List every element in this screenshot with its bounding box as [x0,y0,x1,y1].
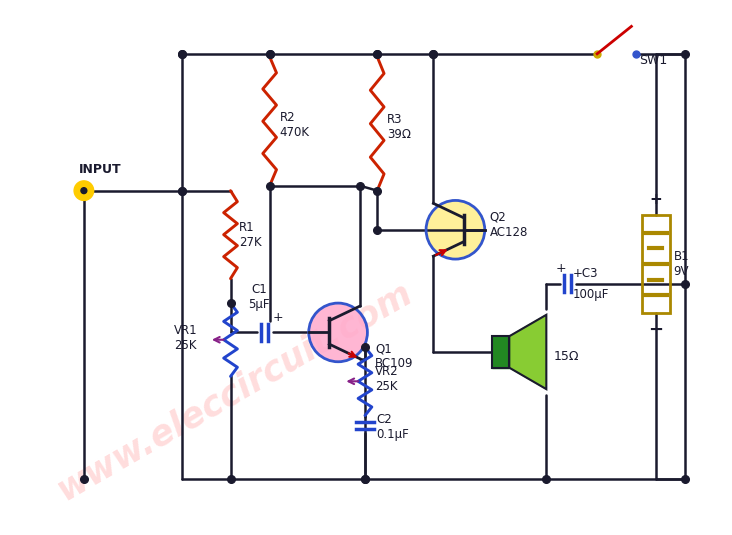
Circle shape [74,181,94,201]
Text: +: + [649,192,662,207]
Text: VR1
25K: VR1 25K [173,324,198,352]
Circle shape [426,201,485,259]
Text: +: + [556,262,567,275]
Text: 100μF: 100μF [572,288,609,301]
Bar [642,215,670,313]
Text: +: + [272,311,283,324]
Text: R3
39Ω: R3 39Ω [387,113,411,141]
Text: Q2
AC128: Q2 AC128 [490,211,528,239]
Circle shape [309,303,367,362]
Bar [492,337,509,368]
Text: INPUT: INPUT [79,163,122,176]
Text: 15Ω: 15Ω [553,350,579,363]
Text: B1
9V: B1 9V [673,250,689,278]
Text: Q1
BC109: Q1 BC109 [376,342,414,370]
Bar [492,337,509,368]
Text: +C3: +C3 [572,266,598,280]
Text: C1
5μF: C1 5μF [248,283,269,311]
Polygon shape [509,315,546,389]
Text: R2
470K: R2 470K [280,111,310,139]
Text: R1
27K: R1 27K [239,220,262,249]
Circle shape [81,188,87,194]
Text: −: − [649,320,663,339]
Text: www.eleccircuit.com: www.eleccircuit.com [52,275,419,507]
Text: VR2
25K: VR2 25K [375,365,398,393]
Text: SW1: SW1 [639,54,668,66]
Text: C2
0.1μF: C2 0.1μF [377,413,409,441]
